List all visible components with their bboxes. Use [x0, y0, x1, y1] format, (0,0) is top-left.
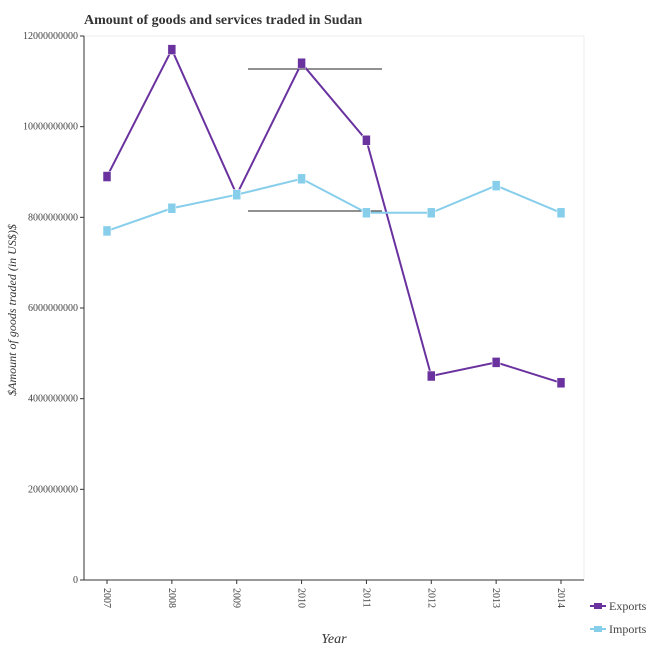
data-point-imports [362, 207, 371, 219]
legend-marker-exports [594, 603, 602, 609]
y-tick-label: 10000000000 [23, 122, 78, 133]
data-point-exports [297, 57, 306, 69]
x-tick-label: 2012 [425, 588, 436, 608]
y-tick-label: 2000000000 [28, 484, 78, 495]
data-point-imports [167, 203, 177, 214]
data-point-exports [427, 370, 436, 382]
legend-marker-imports [594, 626, 602, 632]
data-point-exports [362, 135, 371, 146]
data-point-imports [297, 173, 306, 185]
x-tick-label: 2013 [490, 588, 501, 608]
data-point-exports [491, 357, 501, 368]
y-tick-label: 0 [73, 575, 78, 586]
data-point-imports [232, 189, 241, 200]
x-tick-label: 2014 [555, 588, 566, 608]
data-point-imports [491, 180, 501, 191]
x-tick-label: 2007 [101, 588, 112, 608]
series-line-exports [106, 47, 562, 384]
legend-label-exports: Exports [609, 599, 647, 613]
legend-label-imports: Imports [609, 622, 647, 636]
x-tick-label: 2009 [231, 588, 242, 608]
y-axis-ticks: 0 2000000000 4000000000 6000000000 800000000… [23, 31, 84, 586]
plot-background [83, 35, 585, 581]
data-point-imports [556, 207, 566, 219]
x-axis-ticks: 2007 2008 2009 2010 2011 2012 2013 2014 [101, 580, 566, 608]
x-axis-title: Year [321, 632, 347, 647]
y-tick-label: 12000000000 [23, 31, 78, 42]
data-point-exports [556, 377, 566, 389]
legend: Exports Imports [590, 599, 647, 636]
x-tick-label: 2010 [296, 588, 307, 608]
x-tick-label: 2011 [360, 588, 371, 608]
y-axis-title: $Amount of goods traded (in US$)$ [5, 224, 19, 396]
data-point-exports [102, 171, 112, 182]
data-point-imports [102, 225, 112, 237]
data-point-exports [167, 44, 177, 55]
chart-title: Amount of goods and services traded in S… [84, 13, 362, 28]
series-line-imports [106, 177, 562, 232]
y-tick-label: 4000000000 [28, 394, 78, 405]
series-layer [102, 44, 566, 389]
plot-area [83, 35, 585, 581]
data-point-imports [427, 207, 436, 219]
y-tick-label: 8000000000 [28, 212, 78, 223]
x-tick-label: 2008 [166, 588, 177, 608]
y-tick-label: 6000000000 [28, 303, 78, 314]
